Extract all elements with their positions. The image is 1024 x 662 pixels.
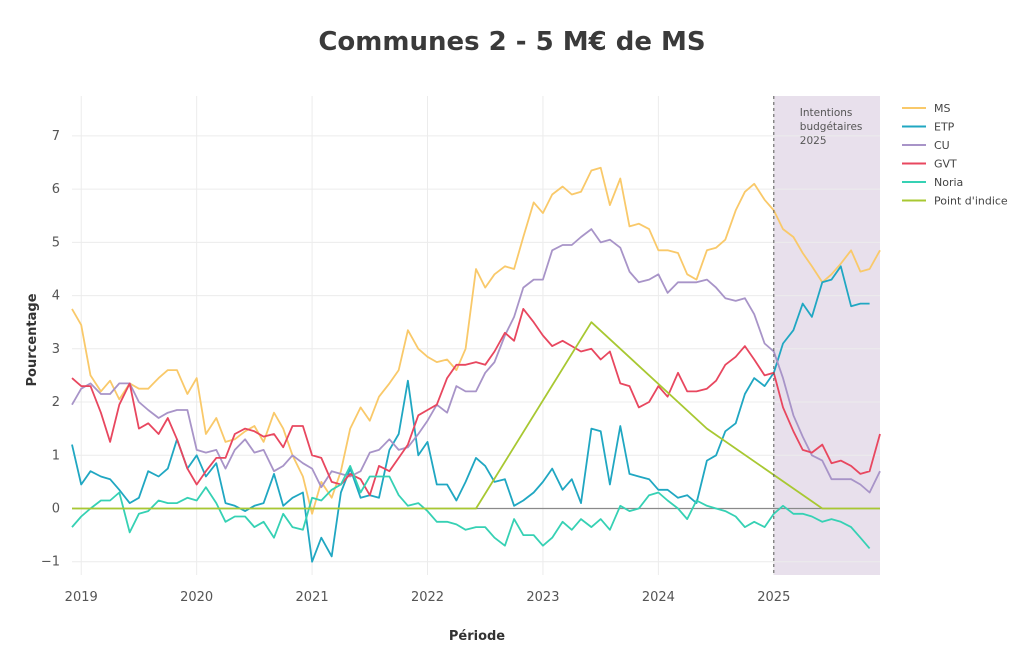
forecast-region: Intentions budgétaires 2025 xyxy=(773,96,880,575)
gridlines xyxy=(72,96,880,575)
x-tick-label: 2022 xyxy=(411,590,444,605)
legend-label: GVT xyxy=(934,158,957,171)
x-tick-label: 2020 xyxy=(180,590,213,605)
legend-label: MS xyxy=(934,102,950,115)
forecast-annotation-line: 2025 xyxy=(800,135,827,147)
y-axis-ticks: −1 0 1 2 3 4 5 6 7 xyxy=(41,129,60,570)
x-tick-label: 2025 xyxy=(757,590,790,605)
legend-label: CU xyxy=(934,139,950,152)
y-tick-label: 3 xyxy=(52,342,60,357)
y-tick-label: 6 xyxy=(52,182,60,197)
y-tick-label: 1 xyxy=(52,448,60,463)
series-lines xyxy=(71,166,881,563)
series-line xyxy=(71,465,871,549)
forecast-region-shade xyxy=(773,96,880,575)
x-tick-label: 2024 xyxy=(642,590,675,605)
x-tick-label: 2021 xyxy=(296,590,329,605)
x-axis-ticks: 2019 2020 2021 2022 2023 2024 2025 xyxy=(65,590,791,605)
y-axis-label: Pourcentage xyxy=(25,293,40,386)
y-tick-label: 0 xyxy=(52,501,60,516)
forecast-annotation-line: Intentions xyxy=(800,107,853,119)
y-tick-label: 2 xyxy=(52,395,60,410)
x-tick-label: 2019 xyxy=(65,590,98,605)
x-axis-label: Période xyxy=(449,629,505,644)
series-line xyxy=(71,228,881,494)
y-tick-label: −1 xyxy=(41,555,60,570)
series-line xyxy=(71,166,881,515)
forecast-annotation-line: budgétaires xyxy=(800,121,863,133)
legend-label: Point d'indice xyxy=(934,195,1008,208)
series-line xyxy=(71,308,881,497)
legend: MS ETP CU GVT Noria Point d'indice xyxy=(902,102,1008,208)
y-tick-label: 7 xyxy=(52,129,60,144)
legend-label: ETP xyxy=(934,121,955,134)
x-tick-label: 2023 xyxy=(526,590,559,605)
legend-label: Noria xyxy=(934,176,963,189)
series-line xyxy=(72,321,880,510)
y-tick-label: 5 xyxy=(52,235,60,250)
y-tick-label: 4 xyxy=(52,289,60,304)
chart-title: Communes 2 - 5 M€ de MS xyxy=(318,27,705,57)
